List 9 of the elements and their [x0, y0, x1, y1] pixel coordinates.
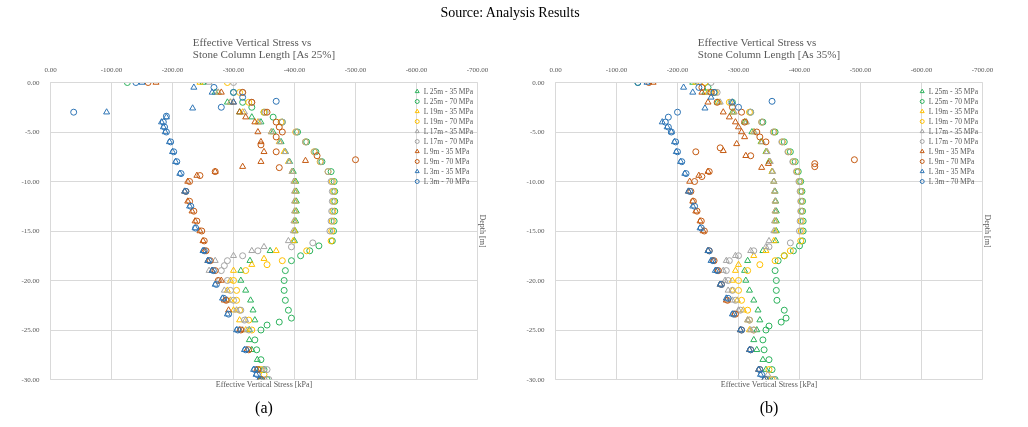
- x-axis-title: Effective Vertical Stress [kPa]: [720, 379, 818, 389]
- text: (a): [255, 398, 273, 417]
- y-axis-title: Depth [m]: [477, 214, 487, 248]
- source-note: Source: Analysis Results: [439, 5, 581, 21]
- y-axis-title: Depth [m]: [982, 214, 992, 248]
- chart-title: Effective Vertical Stress vs Stone Column Length [As 25%]: [192, 35, 336, 60]
- text: (b): [759, 398, 779, 417]
- x-axis-title: Effective Vertical Stress [kPa]: [215, 379, 313, 389]
- chart-title: Effective Vertical Stress vs Stone Column Length [As 35%]: [697, 35, 841, 60]
